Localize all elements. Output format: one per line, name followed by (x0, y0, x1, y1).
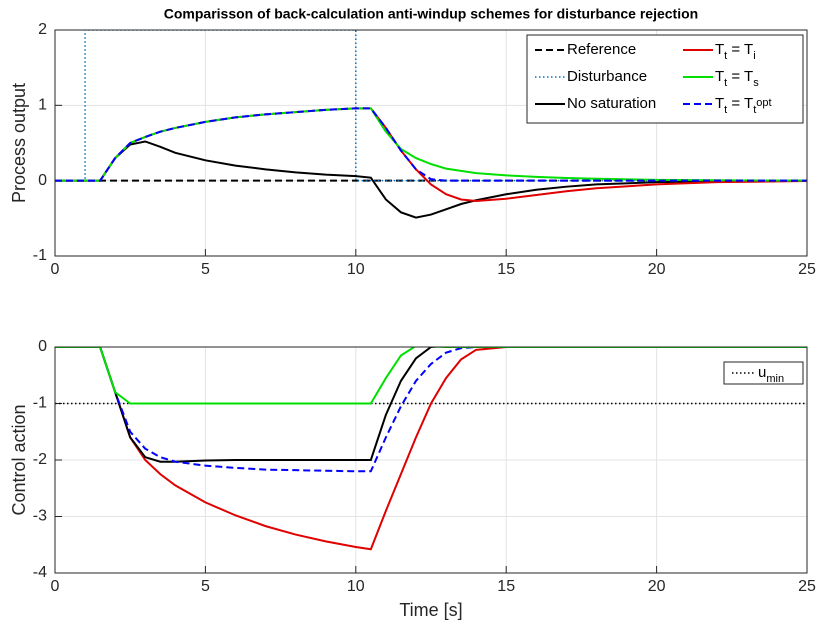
chart-title: Comparisson of back-calculation anti-win… (164, 6, 698, 22)
x-tick-label: 0 (51, 261, 60, 278)
y-tick-label: 0 (38, 338, 47, 355)
legend-label: Tt = Ti (715, 41, 756, 62)
y-tick-label: -2 (33, 451, 47, 468)
legend-label: Reference (567, 41, 636, 58)
series-line (55, 140, 807, 219)
y-axis-label: Control action (9, 404, 29, 515)
legend-box (526, 34, 804, 124)
axes-box (54, 29, 808, 257)
y-tick-label: 0 (38, 172, 47, 189)
x-tick-label: 10 (347, 261, 365, 278)
series-line (55, 347, 807, 551)
legend-label: umin (758, 364, 784, 385)
x-tick-label: 25 (798, 261, 816, 278)
y-tick-label: -4 (33, 564, 47, 581)
x-tick-label: 15 (497, 578, 515, 595)
y-tick-label: -3 (33, 508, 47, 525)
series-line (55, 107, 807, 182)
series-group (55, 347, 807, 551)
x-tick-label: 5 (201, 261, 210, 278)
x-tick-label: 25 (798, 578, 816, 595)
x-tick-label: 15 (497, 261, 515, 278)
x-tick-label: 0 (51, 578, 60, 595)
series-line (55, 347, 807, 473)
y-tick-label: 2 (38, 21, 47, 38)
legend-label: No saturation (567, 95, 656, 112)
x-tick-label: 20 (648, 261, 666, 278)
y-tick-label: -1 (33, 395, 47, 412)
legend-label: Disturbance (567, 68, 647, 85)
y-tick-label: 1 (38, 97, 47, 114)
x-tick-label: 5 (201, 578, 210, 595)
series-line (55, 347, 807, 463)
series-group (55, 30, 807, 219)
series-line (55, 347, 807, 405)
legend-box (723, 361, 804, 385)
legend-label: Tt = Ts (715, 68, 759, 89)
legend-label: Tt = Ttopt (715, 95, 772, 116)
axes-box (54, 346, 808, 574)
x-axis-label: Time [s] (399, 600, 462, 620)
y-axis-label: Process output (9, 83, 29, 203)
y-tick-label: -1 (33, 247, 47, 264)
x-tick-label: 20 (648, 578, 666, 595)
x-tick-label: 10 (347, 578, 365, 595)
